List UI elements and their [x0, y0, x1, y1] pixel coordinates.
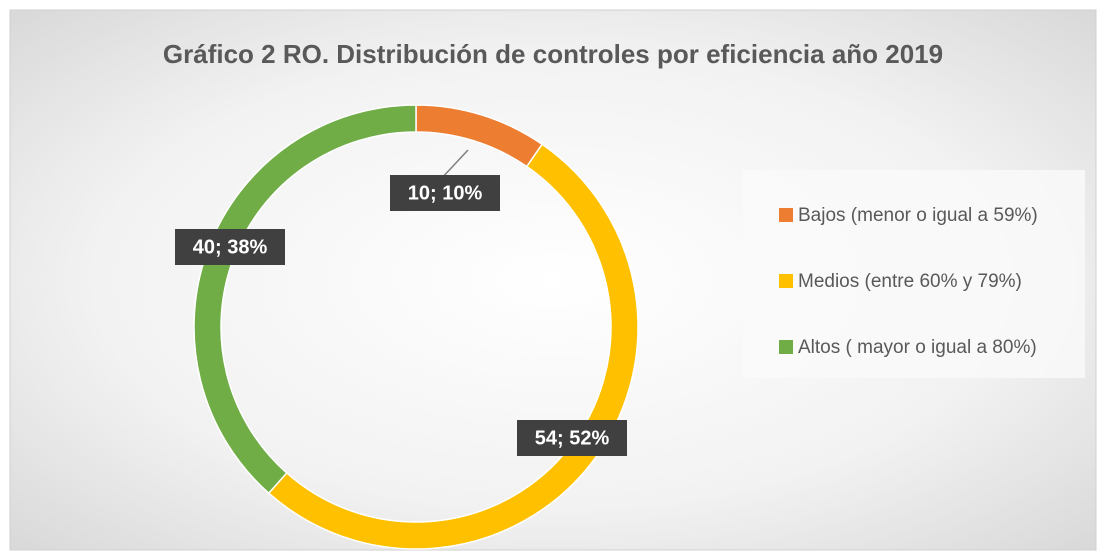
- donut-slice: [193, 104, 417, 495]
- chart-title: Gráfico 2 RO. Distribución de controles …: [163, 39, 943, 69]
- legend-swatch: [779, 340, 793, 354]
- data-label: 10; 10%: [408, 182, 483, 204]
- data-label: 54; 52%: [535, 427, 610, 449]
- data-label-box: [390, 175, 500, 211]
- data-label-box: [175, 229, 285, 265]
- legend-swatch: [779, 274, 793, 288]
- legend-label: Altos ( mayor o igual a 80%): [798, 337, 1037, 358]
- legend-label: Bajos (menor o igual a 59%): [798, 205, 1038, 226]
- legend-swatch: [779, 208, 793, 222]
- legend-label: Medios (entre 60% y 79%): [798, 271, 1022, 292]
- data-label: 40; 38%: [193, 236, 268, 258]
- legend-box: [743, 170, 1085, 378]
- data-label-box: [517, 420, 627, 456]
